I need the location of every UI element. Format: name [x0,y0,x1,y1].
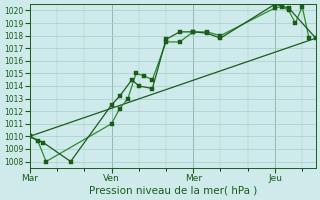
X-axis label: Pression niveau de la mer( hPa ): Pression niveau de la mer( hPa ) [89,186,257,196]
